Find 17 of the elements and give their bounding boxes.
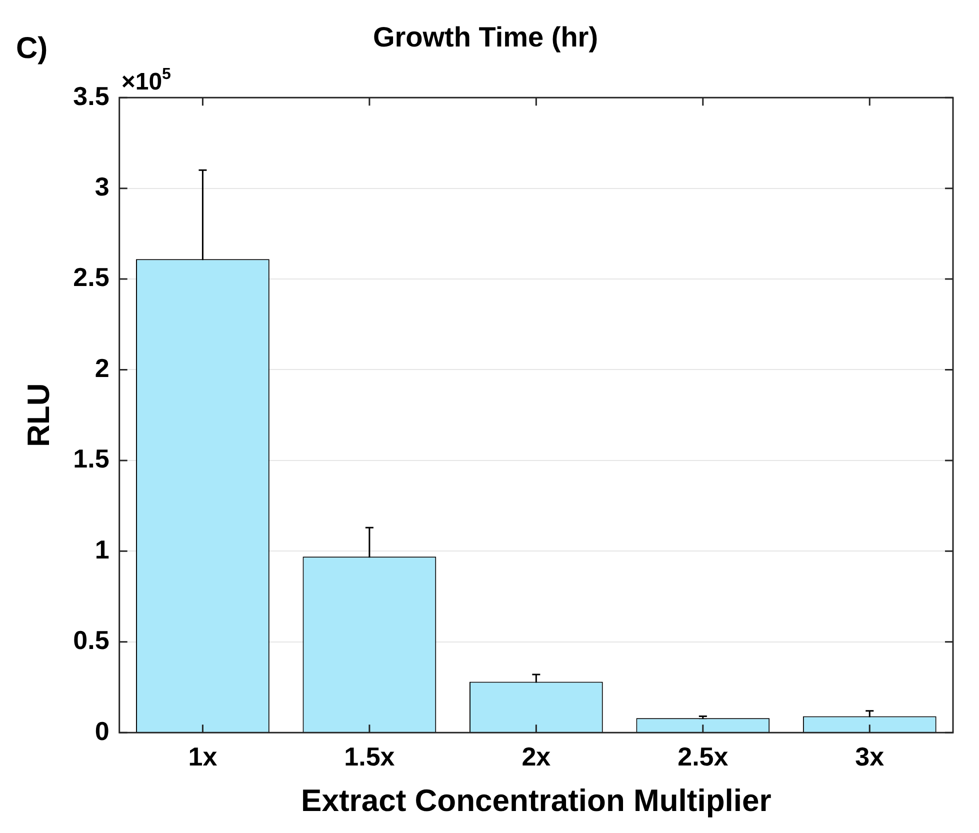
x-tick-label: 3x	[855, 741, 885, 772]
x-axis-title: Extract Concentration Multiplier	[301, 782, 772, 818]
y-tick-label: 0.5	[73, 625, 110, 656]
x-tick-label: 1.5x	[344, 741, 396, 772]
y-tick-label: 1	[94, 534, 110, 564]
y-tick-label: 1.5	[73, 444, 110, 474]
y-tick-label: 2	[94, 352, 110, 383]
text: C)	[16, 32, 48, 65]
y-tick-label: 2.5	[73, 262, 110, 292]
chart-title: Growth Time (hr)	[372, 22, 598, 53]
y-tick-label: 3	[94, 171, 110, 202]
y-tick-label: 0	[94, 716, 110, 746]
x-tick-label: 2x	[522, 741, 552, 772]
y-axis-title: RLU	[21, 383, 56, 447]
x-tick-label: 2.5x	[678, 741, 729, 772]
x-tick-label: 1x	[188, 741, 218, 772]
y-tick-label: 3.5	[73, 80, 110, 111]
